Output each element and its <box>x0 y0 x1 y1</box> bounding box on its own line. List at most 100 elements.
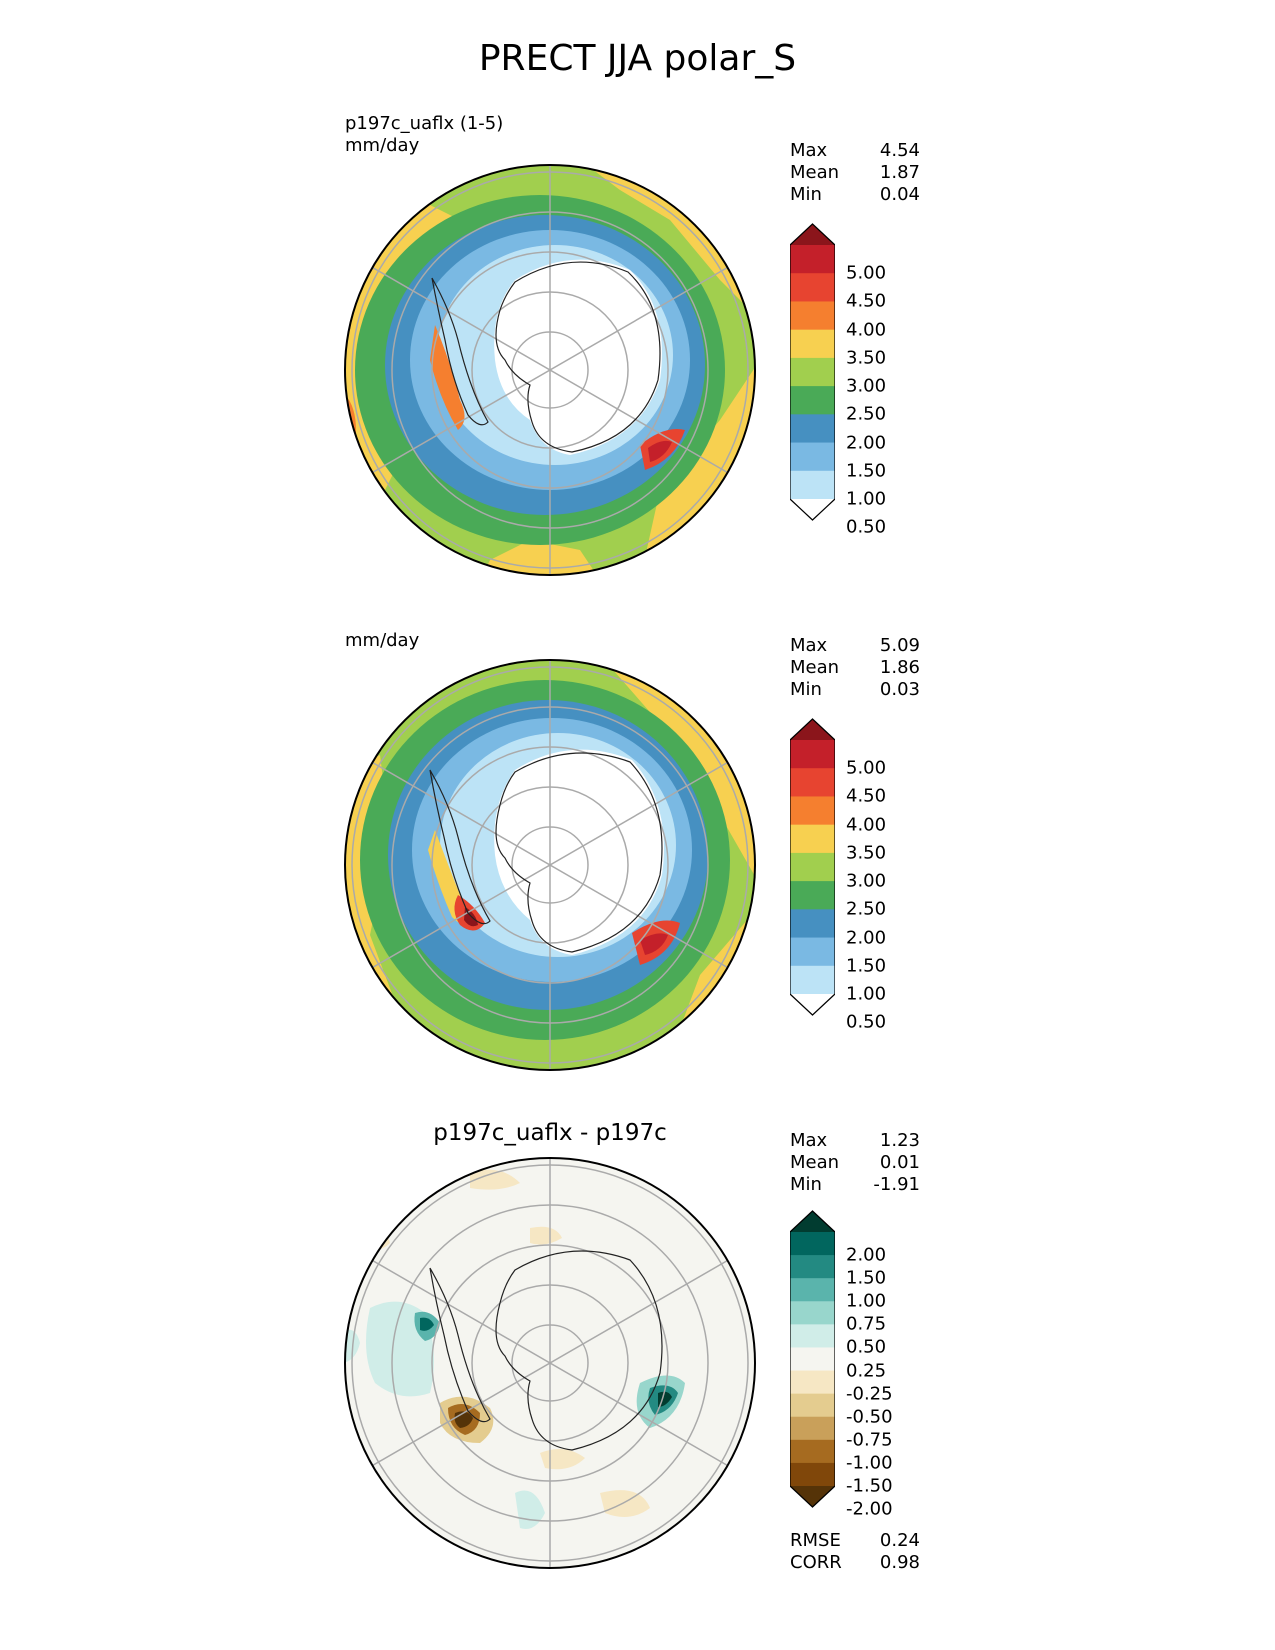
colorbar-tick-label: 0.50 <box>846 1011 887 1033</box>
p1-peninsula-orange <box>430 325 465 430</box>
colorbar-tick-label: 3.50 <box>846 347 887 369</box>
panel3-metrics: RMSE 0.24 CORR 0.98 <box>790 1530 920 1574</box>
p1-antarctica-coastline <box>431 261 661 453</box>
colorbar-bin <box>790 245 835 274</box>
p3-antarctica-coastline <box>429 1250 663 1451</box>
panel3-stat-mean: Mean 0.01 <box>790 1152 920 1173</box>
p2-peninsula-yellow <box>428 830 480 926</box>
colorbar-tick-label: 3.00 <box>846 375 887 397</box>
panel3-title: p197c_uaflx - p197c <box>433 1120 667 1146</box>
panel2-stat-min: Min 0.03 <box>790 679 920 700</box>
panel3-stat-min: Min -1.91 <box>790 1174 920 1195</box>
p2-antarctica-coastline <box>429 752 663 953</box>
colorbar-tick-label: 0.25 <box>846 1360 887 1382</box>
colorbar-tick-label: 4.00 <box>846 814 887 836</box>
colorbar-extend-min <box>790 1486 835 1507</box>
panel2-colorbar <box>790 718 835 1016</box>
colorbar-tick-label: 0.75 <box>846 1313 887 1335</box>
colorbar-tick-label: 1.00 <box>846 1290 887 1312</box>
colorbar-tick-label: 0.50 <box>846 1336 887 1358</box>
colorbar-bin <box>790 1462 835 1487</box>
panel1-stat-mean: Mean 1.87 <box>790 162 920 183</box>
p2-map-boundary <box>344 659 756 1071</box>
colorbar-tick-label: 2.50 <box>846 403 887 425</box>
panel2-label-units: mm/day <box>345 630 420 651</box>
colorbar-bin <box>790 301 835 331</box>
panel3-colorbar-ticks: 2.00 1.50 1.00 0.75 0.50 0.25 -0.25 -0.50 -0.75-… <box>846 1210 906 1520</box>
panel1-label-title: p197c_uaflx (1-5) <box>345 113 504 134</box>
panel1-colorbar <box>790 223 835 521</box>
colorbar-bin <box>790 470 835 500</box>
colorbar-bin <box>790 1416 835 1441</box>
panel3-colorbar <box>790 1210 835 1508</box>
colorbar-tick-label: 5.00 <box>846 262 887 284</box>
p3-patch-tan-n2 <box>530 1226 562 1245</box>
colorbar-bin <box>790 1278 835 1302</box>
colorbar-bin <box>790 357 835 387</box>
colorbar-bin <box>790 1439 835 1464</box>
p3-patch-tan-n <box>470 1169 520 1190</box>
panel3-stat-max: Max 1.23 <box>790 1130 920 1151</box>
colorbar-bin <box>790 909 835 939</box>
panel1-stats: Max 4.54 Mean 1.87 Min 0.04 <box>790 140 920 206</box>
panel2-polar-map <box>344 659 756 1071</box>
figure-title: PRECT JJA polar_S <box>478 38 797 79</box>
colorbar-bin <box>790 824 835 854</box>
colorbar-tick-label: 1.50 <box>846 460 887 482</box>
colorbar-bin <box>790 1255 835 1279</box>
colorbar-tick-label: -0.50 <box>846 1406 893 1428</box>
panel2-stat-mean: Mean 1.86 <box>790 657 920 678</box>
p1-graticule <box>351 165 749 575</box>
colorbar-tick-label: -1.50 <box>846 1475 893 1497</box>
colorbar-tick-label: 3.50 <box>846 842 887 864</box>
colorbar-bin <box>790 329 835 359</box>
colorbar-tick-label: 3.00 <box>846 870 887 892</box>
colorbar-bin <box>790 414 835 444</box>
colorbar-tick-label: 4.50 <box>846 290 887 312</box>
panel3-metric-rmse: RMSE 0.24 <box>790 1530 920 1551</box>
panel1-stat-min: Min 0.04 <box>790 184 920 205</box>
colorbar-tick-label: -2.00 <box>846 1498 893 1520</box>
colorbar-tick-label: 4.50 <box>846 785 887 807</box>
colorbar-tick-label: 2.50 <box>846 898 887 920</box>
colorbar-outline <box>790 718 835 1016</box>
colorbar-bin <box>790 740 835 769</box>
colorbar-bin <box>790 386 835 415</box>
colorbar-bin <box>790 1347 835 1372</box>
colorbar-bin <box>790 273 835 302</box>
colorbar-extend-max <box>790 1211 835 1232</box>
colorbar-bin <box>790 442 835 472</box>
panel1-colorbar-ticks: 5.00 4.50 4.00 3.50 3.00 2.50 2.00 1.50 1.00 0.50 <box>846 223 906 538</box>
panel2-colorbar-ticks: 5.00 4.50 4.00 3.50 3.00 2.50 2.00 1.50 1.00 0.50 <box>846 718 906 1033</box>
p3-patch-green-w-peak <box>420 1317 434 1331</box>
p3-patch-tan-s <box>540 1449 585 1470</box>
colorbar-bin <box>790 1301 835 1325</box>
p2-core-white <box>494 749 664 955</box>
p1-hotspot-se-core <box>648 440 672 462</box>
colorbar-bin <box>790 965 835 995</box>
panel1-label-units: mm/day <box>345 135 420 156</box>
colorbar-tick-label: -1.00 <box>846 1452 893 1474</box>
colorbar-bin <box>790 1324 835 1348</box>
colorbar-extend-max <box>790 719 835 740</box>
p1-region-yellow-s <box>480 540 600 575</box>
colorbar-tick-label: 1.50 <box>846 955 887 977</box>
panel1-stat-max: Max 4.54 <box>790 140 920 161</box>
panel1-polar-map <box>344 164 756 576</box>
panel3-polar-map <box>344 1157 756 1569</box>
colorbar-tick-label: -0.25 <box>846 1383 893 1405</box>
colorbar-tick-label: 2.00 <box>846 432 887 454</box>
colorbar-bin <box>790 1393 835 1418</box>
colorbar-tick-label: 0.50 <box>846 516 887 538</box>
colorbar-bin <box>790 768 835 797</box>
colorbar-outline <box>790 1210 835 1508</box>
colorbar-extend-min <box>790 994 835 1015</box>
colorbar-tick-label: 5.00 <box>846 757 887 779</box>
colorbar-tick-label: 1.50 <box>846 1267 887 1289</box>
p2-graticule <box>351 660 749 1070</box>
colorbar-outline <box>790 223 835 521</box>
p1-map-boundary <box>344 164 756 576</box>
p3-graticule <box>351 1158 749 1568</box>
colorbar-tick-label: -0.75 <box>846 1429 893 1451</box>
colorbar-bin <box>790 1232 835 1256</box>
